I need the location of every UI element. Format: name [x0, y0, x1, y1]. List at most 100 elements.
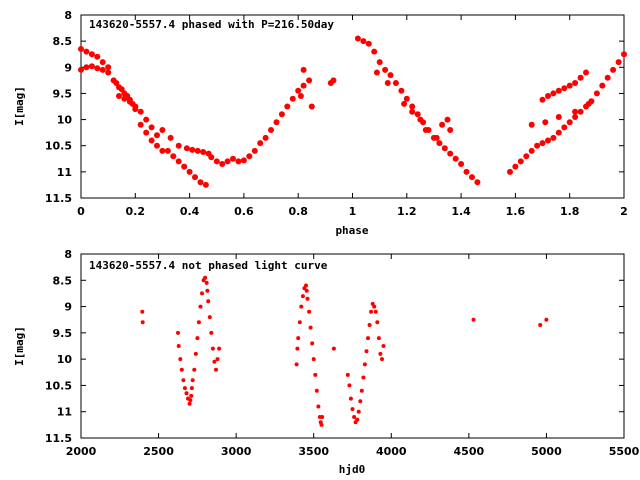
- data-point: [364, 349, 369, 354]
- data-point: [148, 124, 155, 131]
- x-ticks: 2000 2500 3000 3500 4000 4500 5000 5500: [66, 254, 640, 458]
- y-tick-label: 10: [57, 114, 73, 127]
- data-point: [182, 386, 187, 391]
- data-point: [175, 158, 182, 165]
- data-point: [417, 116, 424, 123]
- data-point: [422, 127, 429, 133]
- data-point: [88, 51, 95, 58]
- x-tick-label: 0.4: [180, 205, 200, 218]
- x-tick-label: 0.8: [288, 205, 308, 218]
- data-point: [544, 317, 549, 322]
- data-point: [367, 323, 372, 327]
- data-point: [300, 66, 307, 73]
- y-tick-label: 11: [57, 166, 72, 179]
- data-point: [528, 147, 535, 154]
- y-axis-label: I[mag]: [13, 326, 26, 366]
- data-point: [273, 119, 280, 126]
- data-point: [205, 288, 210, 293]
- data-point: [83, 48, 90, 55]
- data-point: [384, 80, 391, 86]
- data-point: [181, 378, 186, 383]
- data-point: [365, 40, 372, 47]
- y-tick-label: 9.5: [53, 87, 73, 100]
- data-point: [208, 154, 215, 161]
- data-point: [376, 59, 383, 66]
- data-point: [268, 127, 274, 133]
- data-point: [572, 108, 579, 115]
- data-point: [469, 174, 475, 181]
- plot-frame: [80, 253, 625, 439]
- data-point: [189, 393, 194, 398]
- data-point: [217, 346, 222, 351]
- data-point: [206, 299, 211, 304]
- data-point: [181, 163, 188, 170]
- x-tick-label: 1.6: [506, 205, 526, 218]
- data-point: [178, 357, 183, 362]
- data-point: [176, 330, 180, 335]
- data-points: [78, 35, 627, 188]
- data-point: [507, 168, 513, 175]
- data-point: [204, 280, 209, 285]
- data-point: [300, 82, 307, 89]
- data-point: [159, 127, 166, 133]
- data-point: [352, 415, 357, 419]
- data-point: [452, 155, 459, 162]
- data-point: [372, 304, 377, 309]
- data-point: [94, 53, 101, 60]
- phased-light-curve-plot: 143620-5557.4 phased with P=216.50day ph…: [13, 9, 628, 237]
- data-point: [170, 153, 177, 160]
- y-tick-label: 10.5: [45, 140, 72, 153]
- data-point: [604, 74, 611, 81]
- data-point: [409, 108, 416, 115]
- data-point: [186, 168, 193, 175]
- data-point: [190, 378, 195, 383]
- data-point: [198, 304, 203, 309]
- data-point: [94, 65, 101, 72]
- data-point: [297, 93, 304, 99]
- data-point: [381, 344, 386, 348]
- data-point: [294, 362, 299, 367]
- data-point: [175, 142, 182, 149]
- data-point: [188, 398, 193, 403]
- data-point: [577, 74, 584, 81]
- data-point: [538, 323, 543, 327]
- data-point: [555, 114, 562, 120]
- data-point: [366, 336, 370, 341]
- data-point: [295, 346, 300, 351]
- data-point: [550, 134, 557, 141]
- data-point: [621, 51, 627, 58]
- unphased-light-curve-plot: 143620-5557.4 not phased light curve hjd…: [13, 248, 640, 476]
- data-point: [235, 158, 242, 165]
- data-point: [355, 417, 360, 422]
- y-tick-label: 8: [64, 248, 72, 261]
- data-point: [105, 64, 112, 71]
- data-point: [319, 422, 324, 427]
- data-point: [378, 351, 383, 356]
- data-point: [392, 80, 399, 86]
- data-point: [88, 63, 95, 70]
- data-point: [296, 336, 301, 341]
- data-point: [331, 346, 336, 351]
- y-tick-label: 11: [57, 406, 72, 419]
- data-point: [83, 64, 90, 71]
- data-point: [577, 108, 584, 115]
- data-point: [176, 344, 181, 348]
- data-point: [99, 66, 106, 73]
- data-point: [523, 153, 530, 160]
- data-point: [189, 386, 194, 391]
- data-point: [200, 291, 204, 296]
- y-tick-label: 11.5: [45, 192, 72, 205]
- data-point: [305, 296, 310, 301]
- data-point: [444, 116, 451, 123]
- data-point: [572, 114, 579, 120]
- data-point: [360, 38, 367, 45]
- data-point: [154, 142, 160, 149]
- y-tick-label: 11.5: [45, 432, 72, 445]
- data-point: [251, 147, 258, 154]
- data-point: [528, 121, 535, 128]
- data-point: [542, 119, 549, 126]
- y-ticks: 8 8.5 9 9.5 10 10.5 11 11.5: [45, 9, 624, 205]
- data-point: [572, 80, 579, 86]
- data-point: [167, 134, 174, 141]
